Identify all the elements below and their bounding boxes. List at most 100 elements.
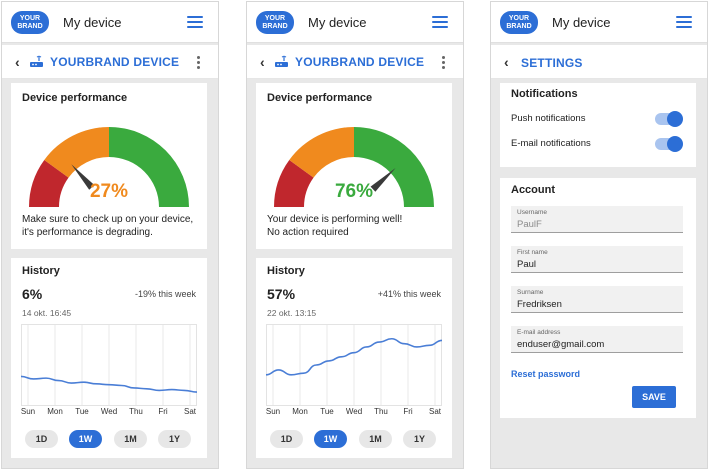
save-button[interactable]: SAVE (632, 386, 676, 408)
history-value: 57% (267, 286, 296, 302)
day-label: Tue (75, 407, 89, 416)
first-name-label: First name (517, 249, 548, 256)
device-header: ‹ YOURBRAND DEVICE (2, 45, 218, 79)
history-title: History (267, 265, 305, 277)
brand-logo[interactable]: YOUR BRAND (256, 11, 294, 34)
menu-icon[interactable] (432, 16, 448, 28)
performance-percent: 76% (334, 181, 374, 202)
email-notifications-toggle[interactable] (655, 136, 683, 152)
brand-logo[interactable]: YOUR BRAND (500, 11, 538, 34)
gauge-needle (370, 167, 396, 192)
router-icon (275, 55, 288, 67)
history-card: History 57% +41% this week 22 okt. 13:15… (256, 258, 452, 458)
performance-description: Your device is performing well! No actio… (267, 214, 403, 238)
day-label: Tue (320, 407, 334, 416)
device-title: YOURBRAND DEVICE (50, 55, 180, 69)
range-1w-button[interactable]: 1W (314, 430, 347, 448)
more-options-icon[interactable] (197, 56, 200, 71)
app-title: My device (63, 15, 122, 30)
performance-title: Device performance (22, 92, 128, 104)
gauge-orange-segment (44, 127, 109, 178)
gauge-red-segment (29, 159, 69, 207)
email-field[interactable]: E-mail address enduser@gmail.com (511, 326, 683, 353)
history-change: -19% this week (134, 289, 196, 299)
history-value: 6% (22, 286, 43, 302)
range-1m-button[interactable]: 1M (114, 430, 147, 448)
app-bar: YOUR BRAND My device (491, 2, 707, 43)
email-value: enduser@gmail.com (517, 339, 605, 350)
history-chart[interactable] (21, 324, 197, 406)
device-screen-degrading: YOUR BRAND My device ‹ YOURBRAND DEVICE D… (1, 1, 219, 469)
app-bar: YOUR BRAND My device (2, 2, 218, 43)
day-label: Thu (374, 407, 388, 416)
more-options-icon[interactable] (442, 56, 445, 71)
menu-icon[interactable] (676, 16, 692, 28)
account-card: Account Username PaulF First name Paul S… (500, 178, 696, 418)
range-1m-button[interactable]: 1M (359, 430, 392, 448)
back-chevron-icon[interactable]: ‹ (260, 54, 265, 70)
reset-password-link[interactable]: Reset password (511, 369, 581, 379)
first-name-field[interactable]: First name Paul (511, 246, 683, 273)
back-chevron-icon[interactable]: ‹ (504, 54, 509, 70)
day-labels: Sun Mon Tue Wed Thu Fri Sat (266, 407, 442, 419)
device-title: YOURBRAND DEVICE (295, 55, 425, 69)
device-screen-good: YOUR BRAND My device ‹ YOURBRAND DEVICE D… (246, 1, 464, 469)
performance-description: Make sure to check up on your device, it… (22, 214, 194, 238)
day-label: Thu (129, 407, 143, 416)
day-label: Fri (403, 407, 413, 416)
gauge-red-segment (274, 159, 314, 207)
app-title: My device (308, 15, 367, 30)
username-field[interactable]: Username PaulF (511, 206, 683, 233)
range-1d-button[interactable]: 1D (270, 430, 303, 448)
range-1y-button[interactable]: 1Y (158, 430, 191, 448)
push-notifications-label: Push notifications (511, 113, 586, 124)
gauge-green-segment (354, 127, 434, 207)
range-selector: 1D 1W 1M 1Y (256, 430, 452, 448)
push-notifications-toggle[interactable] (655, 111, 683, 127)
history-chart[interactable] (266, 324, 442, 406)
email-notifications-label: E-mail notifications (511, 138, 591, 149)
day-label: Wed (100, 407, 118, 416)
day-label: Fri (158, 407, 168, 416)
day-label: Wed (345, 407, 363, 416)
performance-card: Device performance 27% Make sure to chec… (11, 83, 207, 249)
day-label: Sat (428, 407, 441, 416)
menu-icon[interactable] (187, 16, 203, 28)
history-date: 22 okt. 13:15 (267, 308, 317, 318)
surname-field[interactable]: Surname Fredriksen (511, 286, 683, 313)
router-icon (30, 55, 43, 67)
settings-title: SETTINGS (521, 56, 583, 70)
history-title: History (22, 265, 60, 277)
day-label: Sun (20, 407, 36, 416)
account-title: Account (511, 184, 555, 196)
back-chevron-icon[interactable]: ‹ (15, 54, 20, 70)
performance-percent: 27% (89, 181, 129, 202)
day-label: Sun (265, 407, 281, 416)
app-bar: YOUR BRAND My device (247, 2, 463, 43)
day-label: Mon (47, 407, 63, 416)
history-change: +41% this week (377, 289, 441, 299)
day-labels: Sun Mon Tue Wed Thu Fri Sat (21, 407, 197, 419)
range-selector: 1D 1W 1M 1Y (11, 430, 207, 448)
range-1w-button[interactable]: 1W (69, 430, 102, 448)
settings-header: ‹ SETTINGS (491, 45, 707, 79)
app-title: My device (552, 15, 611, 30)
performance-gauge (29, 127, 189, 207)
performance-gauge (274, 127, 434, 207)
history-line (266, 337, 442, 376)
brand-logo[interactable]: YOUR BRAND (11, 11, 49, 34)
first-name-value: Paul (517, 259, 537, 270)
notifications-card: Notifications Push notifications E-mail … (500, 83, 696, 167)
range-1y-button[interactable]: 1Y (403, 430, 436, 448)
surname-label: Surname (517, 289, 544, 296)
notifications-title: Notifications (511, 88, 578, 100)
username-value: PaulF (517, 219, 542, 230)
day-label: Mon (292, 407, 308, 416)
history-line (21, 375, 197, 393)
surname-value: Fredriksen (517, 299, 562, 310)
performance-card: Device performance 76% Your device is pe… (256, 83, 452, 249)
gauge-needle (71, 164, 95, 190)
history-card: History 6% -19% this week 14 okt. 16:45 … (11, 258, 207, 458)
range-1d-button[interactable]: 1D (25, 430, 58, 448)
gauge-orange-segment (289, 127, 354, 178)
